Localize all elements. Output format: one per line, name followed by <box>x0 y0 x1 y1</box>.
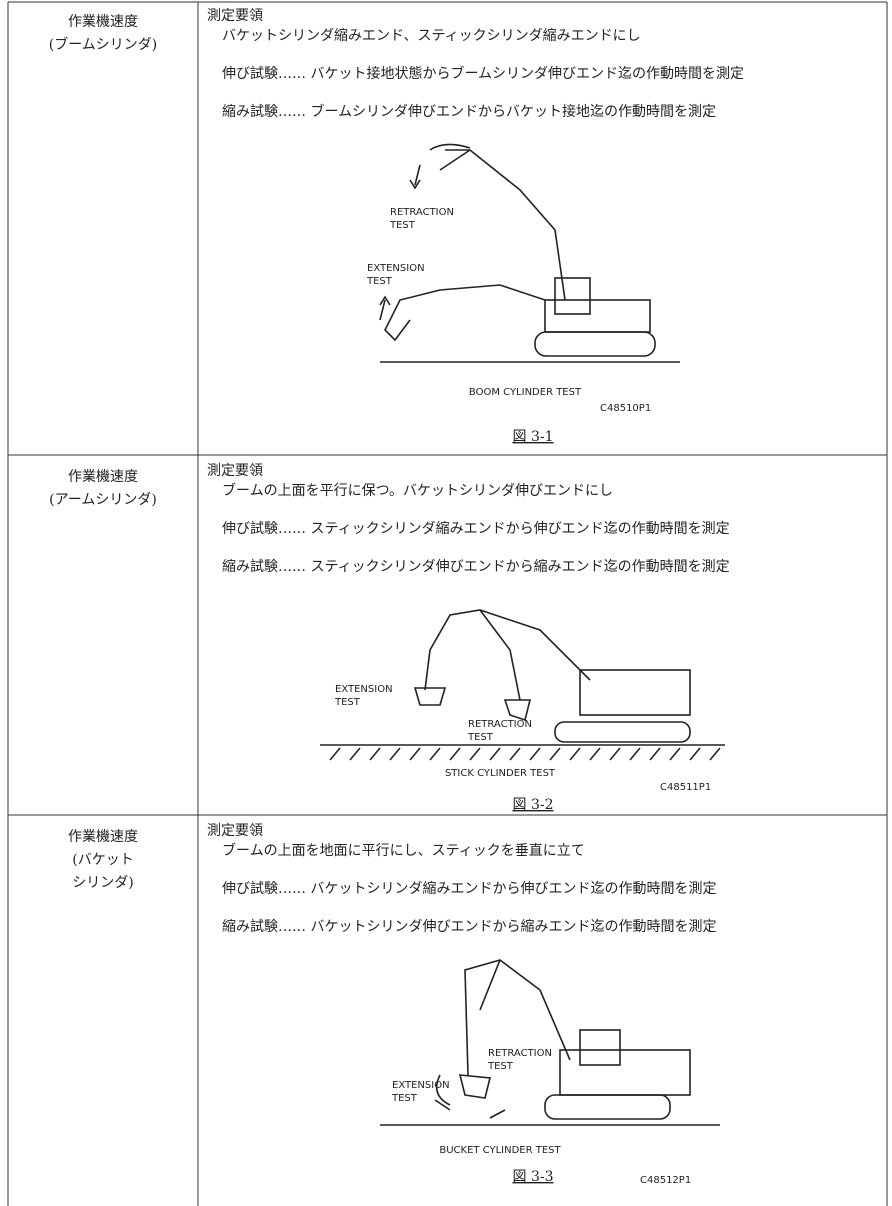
extension-text: 伸び試験‥‥‥ バケットシリンダ縮みエンドから伸びエンド迄の作動時間を測定 <box>222 881 716 897</box>
figure-code: C48510P1 <box>600 403 651 414</box>
row-label: 作業機速度 <box>68 14 138 30</box>
extension-text: 伸び試験‥‥‥ スティックシリンダ縮みエンドから伸びエンド迄の作動時間を測定 <box>222 521 730 537</box>
boom-test-drawing <box>379 143 680 363</box>
figure-label: EXTENSION <box>392 1080 450 1091</box>
row-label: 作業機速度 <box>68 469 138 485</box>
row-label: (ブームシリンダ) <box>49 36 158 53</box>
setup-text: ブームの上面を平行に保つ。バケットシリンダ伸びエンドにし <box>222 482 613 499</box>
figure-label: EXTENSION <box>367 263 425 274</box>
figure-title: STICK CYLINDER TEST <box>445 768 556 779</box>
section-heading: 測定要領 <box>207 822 263 839</box>
figure-label: TEST <box>334 697 361 708</box>
section-heading: 測定要領 <box>207 462 263 479</box>
retraction-text: 縮み試験‥‥‥ スティックシリンダ伸びエンドから縮みエンド迄の作動時間を測定 <box>222 559 730 575</box>
figure-title: BOOM CYLINDER TEST <box>469 387 582 398</box>
retraction-text: 縮み試験‥‥‥ バケットシリンダ伸びエンドから縮みエンド迄の作動時間を測定 <box>222 919 716 935</box>
figure-caption: 図 3-1 <box>513 429 554 445</box>
figure-label: RETRACTION <box>390 207 454 218</box>
figure-title: BUCKET CYLINDER TEST <box>439 1145 561 1156</box>
figure-code: C48511P1 <box>660 782 711 793</box>
extension-text: 伸び試験‥‥‥ バケット接地状態からブームシリンダ伸びエンド迄の作動時間を測定 <box>222 65 744 82</box>
figure-label: TEST <box>366 276 393 287</box>
bucket-test-drawing <box>380 959 720 1126</box>
setup-text: ブームの上面を地面に平行にし、スティックを垂直に立て <box>222 842 585 859</box>
figure-code: C48512P1 <box>640 1175 691 1186</box>
row-label: (アームシリンダ) <box>49 492 157 508</box>
figure-label: EXTENSION <box>335 684 393 695</box>
figure-label: RETRACTION <box>488 1048 552 1059</box>
figure-label: TEST <box>487 1061 514 1072</box>
row-label: 作業機速度 <box>68 829 138 845</box>
figure-caption: 図 3-3 <box>513 1169 554 1185</box>
figure-caption: 図 3-2 <box>513 797 554 813</box>
section-heading: 測定要領 <box>207 7 263 24</box>
setup-text: バケットシリンダ縮みエンド、スティックシリンダ縮みエンドにし <box>222 28 641 44</box>
figure-label: TEST <box>467 732 494 743</box>
row-label: シリンダ) <box>72 875 133 891</box>
table-grid <box>7 1 888 1206</box>
figure-label: RETRACTION <box>468 719 532 730</box>
row-label: (バケット <box>72 852 133 868</box>
stick-test-drawing <box>320 609 725 761</box>
figure-label: TEST <box>389 220 416 231</box>
retraction-text: 縮み試験‥‥‥ ブームシリンダ伸びエンドからバケット接地迄の作動時間を測定 <box>222 103 716 120</box>
figure-label: TEST <box>391 1093 418 1104</box>
